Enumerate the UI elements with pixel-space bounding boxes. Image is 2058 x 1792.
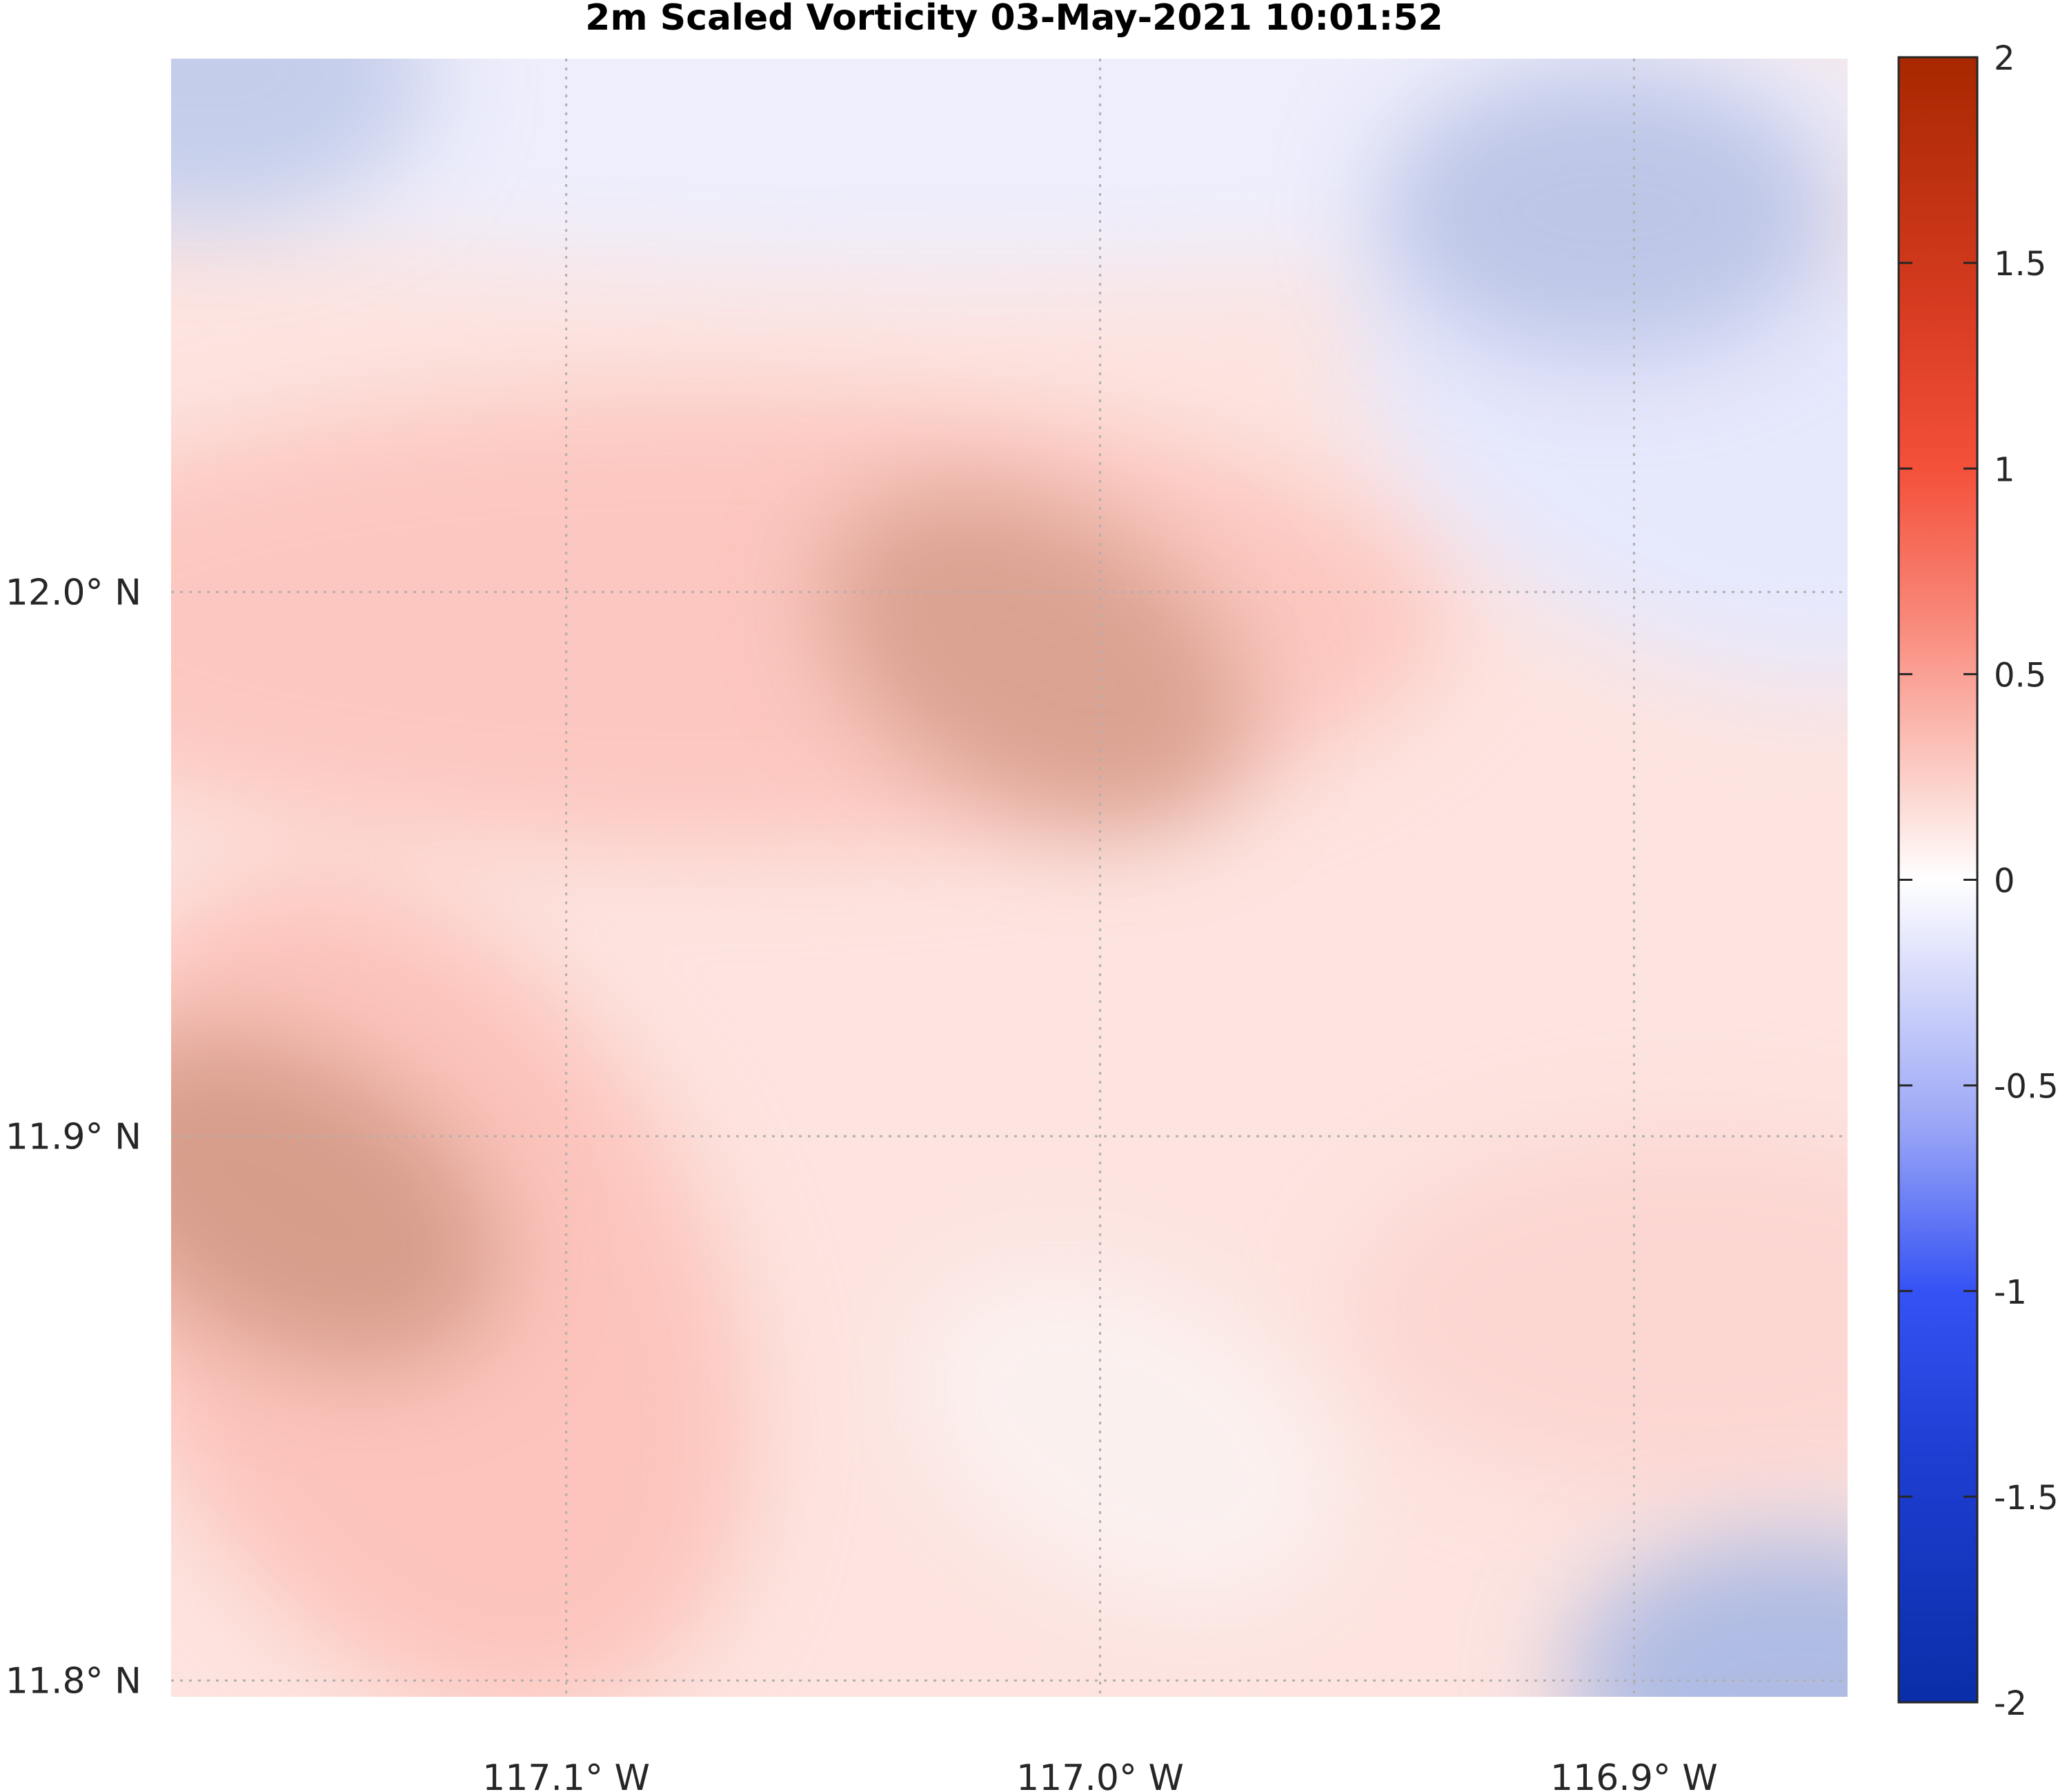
colorbar-tick-label: 0 — [1994, 862, 2015, 901]
x-tick-label: 117.1° W — [482, 1758, 650, 1792]
y-tick-label: 11.8° N — [6, 1660, 141, 1702]
chart-title: 2m Scaled Vorticity 03-May-2021 10:01:52 — [585, 0, 1443, 39]
east-positive-band — [1345, 1131, 1848, 1490]
colorbar-tick-label: 1.5 — [1994, 245, 2046, 283]
vorticity-extremum-5 — [171, 59, 431, 220]
colorbar-tick-label: 1 — [1994, 450, 2015, 489]
central-positive-band — [171, 393, 1449, 848]
colorbar-tick-label: 2 — [1994, 39, 2015, 78]
colorbar-tick-label: -1.5 — [1994, 1479, 2058, 1517]
colorbar-tick-label: 0.5 — [1994, 656, 2046, 695]
vorticity-extremum-3 — [914, 1268, 1339, 1602]
vorticity-extremum-1 — [171, 1035, 501, 1368]
vorticity-extremum-6 — [1566, 1535, 1848, 1697]
vorticity-extremum-4 — [1379, 66, 1835, 356]
y-tick-labels: 12.0° N 11.9° N 11.8° N — [6, 572, 141, 1702]
vorticity-extremum-2 — [824, 490, 1249, 824]
colorbar-tick-label: -0.5 — [1994, 1068, 2058, 1106]
x-tick-label: 116.9° W — [1550, 1758, 1718, 1792]
y-tick-label: 12.0° N — [6, 572, 141, 613]
colorbar: 2 1.5 1 0.5 0 -0.5 -1 -1.5 -2 — [1897, 39, 2058, 1723]
y-tick-label: 11.9° N — [6, 1116, 141, 1157]
x-tick-labels: 117.1° W 117.0° W 116.9° W — [482, 1758, 1718, 1792]
colorbar-tick-label: -2 — [1994, 1684, 2027, 1723]
x-tick-label: 117.0° W — [1016, 1758, 1184, 1792]
colorbar-tick-label: -1 — [1994, 1273, 2027, 1312]
grid-lines — [171, 59, 1848, 1697]
